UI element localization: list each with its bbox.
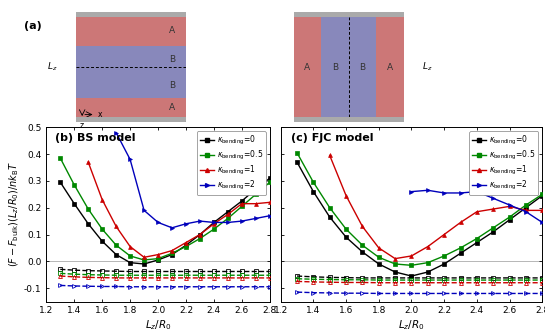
Bar (294, 12, 404, 17)
Text: B: B (168, 81, 175, 90)
Text: B: B (360, 63, 366, 71)
Text: A: A (168, 104, 175, 113)
Text: $L_z$: $L_z$ (422, 61, 432, 73)
Text: $L_z$: $L_z$ (47, 61, 58, 73)
Bar (76, 117, 186, 122)
Legend: $\kappa_{\rm bending}$=0, $\kappa_{\rm bending}$=0.5, $\kappa_{\rm bending}$=1, : $\kappa_{\rm bending}$=0, $\kappa_{\rm b… (469, 131, 538, 195)
Text: A: A (387, 63, 393, 71)
Text: z: z (80, 121, 84, 130)
Bar (321, 17, 349, 117)
Bar (76, 46, 186, 74)
Bar (349, 17, 377, 117)
Legend: $\kappa_{\rm bending}$=0, $\kappa_{\rm bending}$=0.5, $\kappa_{\rm bending}$=1, : $\kappa_{\rm bending}$=0, $\kappa_{\rm b… (197, 131, 266, 195)
Text: B: B (168, 55, 175, 64)
X-axis label: $L_z/R_0$: $L_z/R_0$ (398, 318, 425, 332)
Bar (294, 117, 404, 122)
Y-axis label: $(F-F_{\mathrm{bulk}})(L_z/R_0)/nk_{\mathrm{B}}T$: $(F-F_{\mathrm{bulk}})(L_z/R_0)/nk_{\mat… (8, 161, 21, 267)
Bar (76, 98, 186, 117)
Text: (b) BS model: (b) BS model (55, 133, 136, 142)
Text: A: A (168, 26, 175, 35)
Bar (76, 12, 186, 17)
Text: B: B (332, 63, 338, 71)
Text: (a): (a) (24, 21, 41, 31)
X-axis label: $L_z/R_0$: $L_z/R_0$ (144, 318, 172, 332)
Text: (c) FJC model: (c) FJC model (291, 133, 374, 142)
Bar (76, 74, 186, 98)
Bar (377, 17, 404, 117)
Bar (294, 17, 321, 117)
Text: x: x (98, 110, 102, 119)
Bar (76, 17, 186, 46)
Text: A: A (304, 63, 311, 71)
